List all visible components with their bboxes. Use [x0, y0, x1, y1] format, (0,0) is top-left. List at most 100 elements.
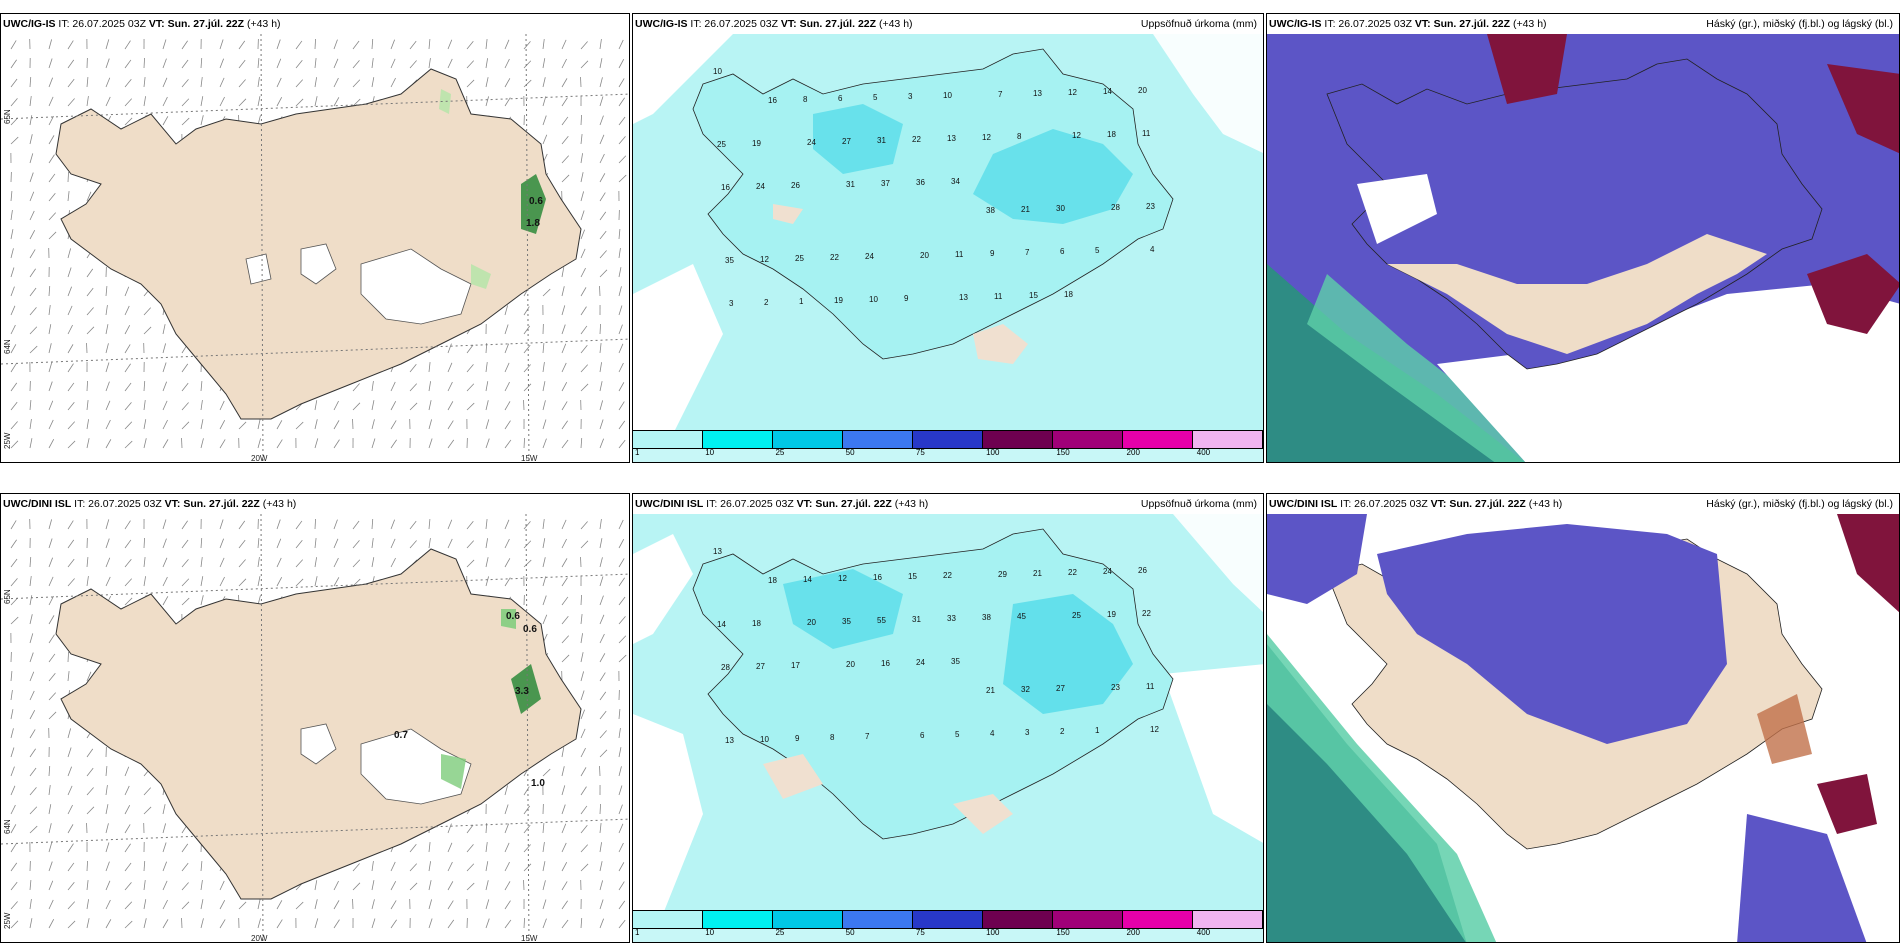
wind-barb [67, 40, 74, 50]
wind-barb [618, 709, 621, 720]
wind-barb [599, 134, 605, 145]
wind-barb [561, 577, 568, 587]
wind-barb [105, 919, 112, 929]
precip-value: 55 [877, 616, 886, 625]
wind-barb [409, 364, 417, 373]
wind-barb [219, 439, 226, 449]
wind-barb [599, 538, 603, 549]
wind-barb [485, 538, 489, 549]
wind-barb [390, 519, 395, 530]
wind-barb [67, 728, 72, 739]
wind-barb [599, 633, 605, 644]
wind-barb [447, 58, 453, 69]
precip-patch [511, 664, 541, 714]
wind-barb [86, 806, 95, 815]
wind-barb [542, 419, 547, 430]
wind-barb [295, 421, 304, 430]
wind-barb [314, 518, 316, 530]
wind-barb [523, 917, 525, 929]
wind-barb [48, 765, 51, 777]
wind-barb [257, 438, 262, 449]
wind-barb [10, 78, 18, 88]
wind-barb [504, 577, 511, 587]
wind-barb [295, 559, 304, 568]
wind-barb [105, 400, 111, 411]
legend-swatch [773, 431, 843, 448]
wind-barb [390, 381, 396, 392]
wind-barb [428, 438, 433, 449]
wind-barb [618, 519, 624, 530]
wind-barb [67, 901, 76, 910]
wind-barb [390, 538, 396, 549]
wind-barb [48, 58, 53, 69]
wind-barb [371, 438, 376, 449]
wind-barb [561, 420, 568, 430]
wind-barb [67, 98, 75, 107]
wind-barb [200, 438, 204, 449]
wind-barb [143, 380, 146, 392]
wind-barb [542, 400, 546, 411]
wind-barb [162, 419, 168, 430]
wind-barb [162, 861, 167, 872]
wind-barb [200, 115, 204, 126]
wind-barb [238, 539, 246, 549]
wind-barb [542, 899, 547, 910]
wind-barb [618, 539, 625, 549]
precip-value: 21 [986, 686, 995, 695]
wind-barb [86, 918, 90, 929]
wind-barb [29, 748, 36, 758]
wind-barb [390, 58, 396, 69]
wind-barb [580, 747, 586, 758]
precip-value: 12 [1072, 131, 1081, 140]
wind-barb [67, 520, 74, 530]
wind-barb [504, 900, 511, 910]
wind-barb [485, 39, 488, 50]
wind-barb [466, 844, 474, 853]
legend-tick: 100 [986, 928, 1000, 937]
wind-barb [162, 557, 168, 568]
wind-barb [504, 785, 509, 796]
precip-value: 20 [1138, 86, 1147, 95]
wind-barb [124, 305, 130, 316]
wind-barb [86, 400, 89, 411]
wind-barb [504, 58, 510, 69]
glacier [360, 248, 472, 325]
wind-barb [10, 267, 15, 278]
wind-barb [295, 79, 304, 88]
wind-barb [504, 381, 510, 392]
wind-barb [542, 58, 546, 69]
wind-barb [504, 804, 509, 815]
wind-barb [238, 79, 246, 88]
wind-barb [599, 691, 607, 701]
glacier [300, 723, 337, 765]
precip-value: 3 [729, 299, 734, 308]
wind-barb [561, 401, 568, 411]
wind-barb [428, 918, 433, 929]
wind-barb [181, 882, 189, 891]
precip-value: 13 [959, 293, 968, 302]
wind-barb [124, 824, 131, 834]
wind-barb [181, 578, 190, 587]
wind-barb [580, 917, 583, 929]
wind-barb [67, 286, 72, 297]
wind-barb [67, 651, 69, 663]
wind-barb [523, 325, 531, 335]
wind-barb [200, 57, 203, 69]
wind-barb [67, 539, 75, 549]
wind-barb [561, 747, 565, 758]
wind-barb [143, 880, 146, 891]
wind-barb [105, 324, 109, 335]
wind-barb [333, 400, 339, 411]
wind-barb [86, 576, 89, 587]
wind-barb [504, 881, 511, 891]
wind-barb [276, 77, 282, 88]
wind-barb [542, 595, 547, 606]
wind-barb [561, 804, 566, 815]
precip-value: 2 [764, 298, 769, 307]
wind-map-panel-top: UWC/IG-IS IT: 26.07.2025 03Z VT: Sun. 27… [0, 13, 630, 463]
wind-barb [428, 58, 431, 69]
wind-barb [219, 557, 225, 568]
precip-value: 6 [1060, 247, 1065, 256]
precip-value: 10 [869, 295, 878, 304]
wind-barb [67, 558, 75, 568]
